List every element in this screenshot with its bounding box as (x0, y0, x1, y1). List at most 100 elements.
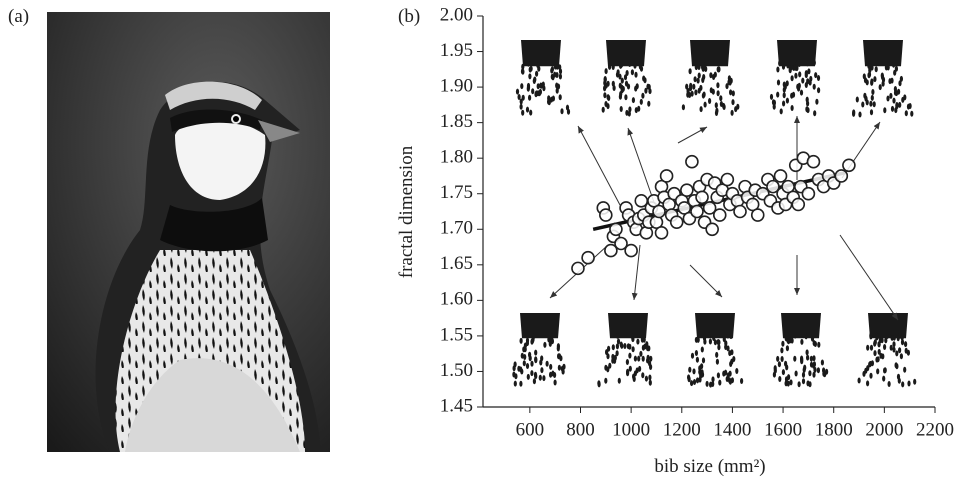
bib-spot (647, 345, 651, 352)
bib-spot (716, 82, 720, 89)
bib-spot (547, 98, 551, 105)
bib-spot (693, 76, 697, 83)
bib-spot (793, 355, 797, 362)
bib-spot (784, 376, 789, 383)
bib-spot (649, 355, 653, 362)
bib-spot (801, 77, 805, 84)
bib-spot (728, 370, 732, 377)
bib-spot (694, 89, 698, 96)
bib-spot (630, 69, 635, 76)
bib-spot (852, 110, 856, 117)
bib-spot (776, 66, 780, 73)
bib-spot (866, 344, 870, 351)
bib-spot (868, 360, 873, 367)
bib-spot (883, 107, 887, 114)
bib-spot (879, 352, 883, 359)
bib-spot (560, 108, 564, 115)
bib-spot (898, 101, 902, 108)
bib-collar (608, 313, 648, 339)
bib-spot (716, 66, 720, 73)
bib-spot (639, 65, 644, 72)
x-tick-label: 2200 (916, 419, 954, 440)
bib-spot (906, 103, 911, 110)
bib-spot (620, 61, 624, 68)
x-tick-label: 1000 (612, 419, 650, 440)
y-tick-label: 1.70 (440, 218, 473, 239)
bib-spot (519, 366, 523, 373)
bib-spot (626, 368, 630, 375)
y-tick-label: 1.80 (440, 147, 473, 168)
bib-spot (551, 370, 555, 377)
data-point (654, 226, 669, 240)
bib (772, 313, 829, 388)
bib-spot (558, 64, 562, 71)
bib-spot (536, 83, 540, 90)
bib-spot (805, 96, 809, 103)
bib-spot (783, 60, 788, 67)
bib-spot (862, 370, 866, 377)
bib (857, 313, 917, 388)
bib-spot (692, 368, 696, 375)
bib-spot (769, 93, 774, 100)
data-point (834, 169, 849, 183)
data-point (745, 197, 760, 212)
data-point (659, 169, 674, 183)
bib-spot (794, 72, 798, 79)
y-tick-label: 1.75 (440, 182, 473, 203)
bib (687, 313, 744, 388)
bib-collar (521, 40, 561, 67)
bib-spot (550, 73, 554, 80)
bib-spot (530, 370, 534, 377)
y-tick-label: 1.50 (440, 360, 473, 381)
bib-spot (713, 339, 718, 346)
bib-spot (779, 108, 783, 115)
bib-spot (782, 86, 786, 93)
bib-spot (700, 363, 704, 370)
bib-spot (797, 381, 801, 388)
bib-spot (642, 75, 646, 82)
bib-spot (520, 83, 524, 90)
bib-spot (700, 346, 704, 353)
bib-spot (773, 367, 777, 374)
bib-spot (615, 350, 619, 357)
bib-spot (621, 85, 625, 92)
bib (515, 40, 571, 116)
bib-spot (644, 87, 648, 94)
bib-spot (889, 344, 893, 351)
bib-spot (526, 373, 530, 380)
y-tick-label: 1.55 (440, 324, 473, 345)
bib-spot (690, 380, 694, 387)
bib-spot (898, 80, 902, 87)
bib-spot (874, 66, 878, 73)
bib-spot (555, 87, 559, 94)
bib-spot (867, 63, 871, 69)
bib-spot (525, 340, 530, 347)
bib-spot (526, 60, 531, 67)
bib-spot (690, 90, 694, 97)
bib-spot (555, 72, 559, 78)
bib-spot (637, 355, 641, 362)
bib-spot (611, 80, 615, 87)
bib-spot (800, 338, 804, 345)
bib-spot (740, 378, 744, 384)
bib-spot (889, 92, 893, 99)
data-point (599, 208, 613, 222)
bib-spot (526, 84, 531, 91)
bib-spot (534, 349, 538, 356)
bib-spot (535, 70, 539, 77)
data-point (773, 169, 788, 183)
bib-spot (882, 375, 886, 382)
data-point (702, 201, 717, 215)
bib-spot (707, 59, 712, 66)
y-tick-label: 1.60 (440, 289, 473, 310)
x-tick-label: 1600 (764, 419, 802, 440)
bib-spot (809, 355, 814, 362)
bib-spot (897, 88, 901, 95)
bib-spot (525, 363, 530, 369)
bib-spot (714, 102, 718, 109)
bib-spot (550, 66, 555, 73)
bib (852, 40, 914, 118)
bib-spot (626, 83, 631, 90)
bib (769, 40, 821, 117)
